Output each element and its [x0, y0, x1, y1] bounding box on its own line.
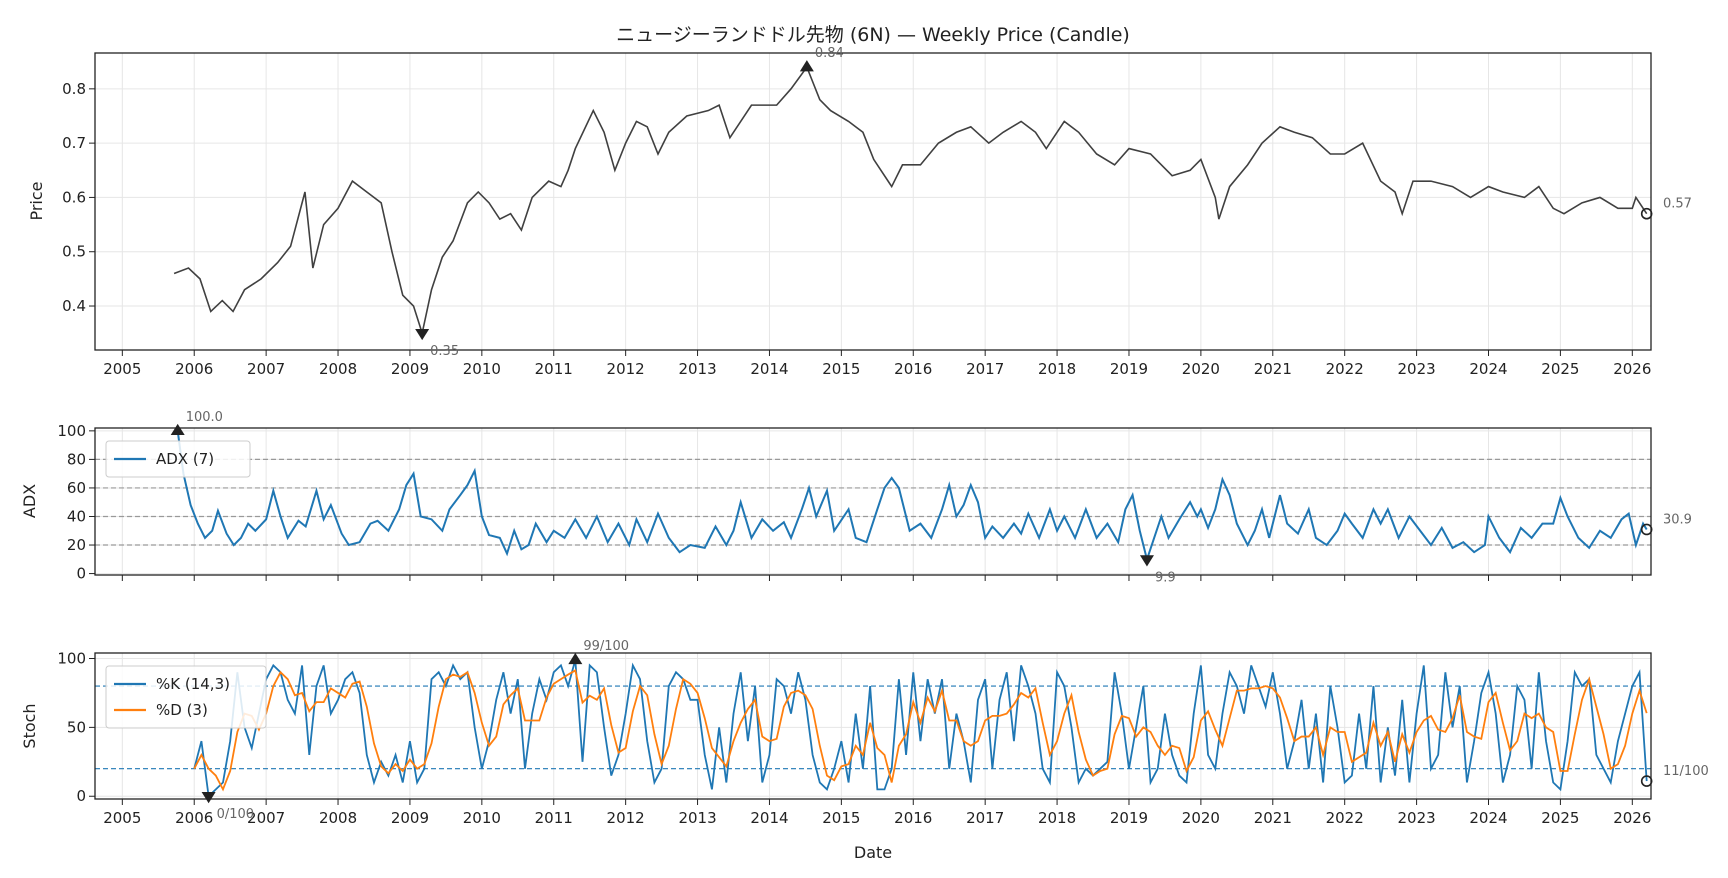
x-tick-label: 2009 [391, 360, 429, 378]
y-tick-label: 0.6 [62, 188, 86, 206]
x-tick-label: 2015 [822, 360, 860, 378]
x-tick-label: 2008 [319, 360, 357, 378]
y-tick-label: 0.4 [62, 297, 86, 315]
x-tick-label: 2013 [678, 809, 716, 827]
y-tick-label: 20 [67, 536, 86, 554]
legend-label: %D (3) [156, 701, 208, 719]
x-tick-label: 2021 [1254, 809, 1292, 827]
adx-line [176, 430, 1648, 564]
min-marker-icon [201, 792, 216, 804]
price-panel: 2005 2006 2007 2008 2009 2010 2011 2012 2013 2014… [62, 46, 1692, 378]
x-tick-label: 2005 [103, 809, 141, 827]
x-tick-label: 2011 [535, 809, 573, 827]
y-tick-label: 0.5 [62, 243, 86, 261]
x-tick-label: 2009 [391, 809, 429, 827]
x-tick-label: 2012 [607, 360, 645, 378]
x-tick-label: 2005 [103, 360, 141, 378]
x-tick-label: 2026 [1613, 809, 1651, 827]
price-y-label: Price [27, 181, 46, 220]
legend-box [105, 665, 267, 729]
max-annotation: 0.84 [815, 46, 844, 61]
chart-title: ニュージーランドドル先物 (6N) — Weekly Price (Candle… [616, 24, 1130, 46]
legend: ADX (7) [105, 440, 251, 478]
y-tick-label: 0.7 [62, 134, 86, 152]
y-tick-label: 0 [76, 787, 86, 805]
x-tick-label: 2010 [463, 360, 501, 378]
last-marker-icon [1640, 775, 1653, 787]
x-tick-label: 2014 [750, 360, 788, 378]
min-annotation: 0/100 [217, 807, 254, 822]
legend: %K (14,3) %D (3) [105, 665, 267, 729]
x-tick-label: 2015 [822, 809, 860, 827]
x-tick-label: 2022 [1326, 809, 1364, 827]
x-tick-label: 2022 [1326, 360, 1364, 378]
x-tick-label: 2010 [463, 809, 501, 827]
y-tick-label: 0.8 [62, 80, 86, 98]
x-tick-label: 2023 [1397, 360, 1435, 378]
min-marker-icon [1139, 555, 1154, 567]
last-marker-icon [1640, 207, 1653, 220]
plot-frame [94, 52, 1652, 351]
x-tick-label: 2007 [247, 360, 285, 378]
x-tick-label: 2012 [607, 809, 645, 827]
stoch-k-line [193, 659, 1648, 799]
adx-y-label: ADX [20, 484, 39, 518]
min-marker-icon [415, 328, 430, 341]
legend-label: ADX (7) [156, 450, 214, 468]
x-tick-label: 2008 [319, 809, 357, 827]
x-tick-label: 2025 [1541, 809, 1579, 827]
stoch-d-line [193, 669, 1648, 792]
x-tick-label: 2016 [894, 809, 932, 827]
min-annotation: 0.35 [430, 344, 459, 359]
x-tick-label: 2025 [1541, 360, 1579, 378]
x-tick-label: 2014 [750, 809, 788, 827]
last-marker-icon [1640, 523, 1653, 536]
plot-frame [94, 427, 1652, 576]
x-tick-label: 2017 [966, 809, 1004, 827]
x-tick-label: 2019 [1110, 360, 1148, 378]
x-tick-label: 2024 [1469, 809, 1507, 827]
y-tick-label: 100 [57, 650, 86, 668]
price-line [173, 65, 1648, 337]
max-marker-icon [568, 652, 583, 665]
max-marker-icon [170, 423, 185, 436]
max-annotation: 100.0 [186, 410, 223, 425]
y-tick-label: 80 [67, 450, 86, 468]
last-annotation: 0.57 [1663, 197, 1692, 212]
x-tick-label: 2013 [678, 360, 716, 378]
x-tick-label: 2018 [1038, 360, 1076, 378]
legend-label: %K (14,3) [156, 675, 230, 693]
plot-frame [94, 652, 1652, 800]
x-tick-label: 2021 [1254, 360, 1292, 378]
x-tick-label: 2020 [1182, 360, 1220, 378]
x-tick-label: 2019 [1110, 809, 1148, 827]
adx-panel: 0 20 40 60 80 100 100.0 9.9 30.9 ADX (7) [57, 410, 1692, 586]
x-tick-label: 2026 [1613, 360, 1651, 378]
x-tick-label: 2020 [1182, 809, 1220, 827]
x-tick-label: 2007 [247, 809, 285, 827]
x-tick-label: 2023 [1397, 809, 1435, 827]
y-tick-label: 50 [67, 718, 86, 736]
max-marker-icon [799, 60, 814, 72]
x-tick-label: 2018 [1038, 809, 1076, 827]
x-axis-label: Date [854, 843, 892, 862]
y-tick-label: 40 [67, 507, 86, 525]
last-annotation: 30.9 [1663, 512, 1692, 527]
min-annotation: 9.9 [1155, 570, 1176, 585]
max-annotation: 99/100 [583, 639, 629, 654]
y-tick-label: 60 [67, 479, 86, 497]
x-tick-label: 2024 [1469, 360, 1507, 378]
x-tick-label: 2017 [966, 360, 1004, 378]
x-tick-label: 2006 [175, 360, 213, 378]
legend-box [105, 440, 251, 478]
stoch-panel: 2005 2006 2007 2008 2009 2010 2011 2012 2013 2014… [57, 639, 1708, 827]
last-annotation: 11/100 [1663, 764, 1709, 779]
x-tick-label: 2016 [894, 360, 932, 378]
x-tick-label: 2006 [175, 809, 213, 827]
x-tick-label: 2011 [535, 360, 573, 378]
stoch-y-label: Stoch [20, 703, 39, 748]
y-tick-label: 100 [57, 422, 86, 440]
y-tick-label: 0 [76, 565, 86, 583]
